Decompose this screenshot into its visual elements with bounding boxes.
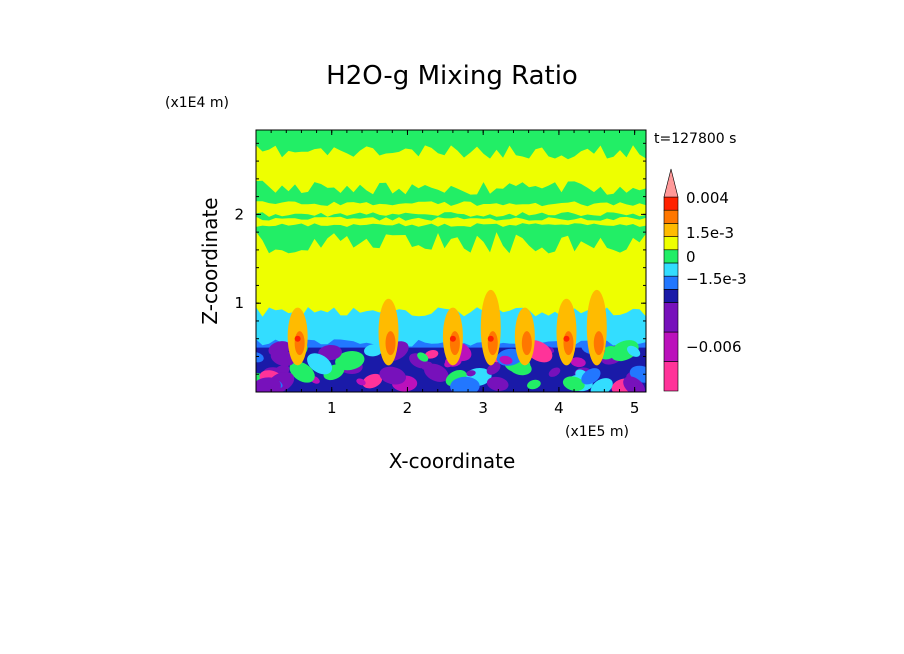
field-eddy <box>379 366 406 385</box>
field-eddy <box>486 362 501 375</box>
x-tick-label: 1 <box>327 399 337 417</box>
field-eddy <box>364 344 383 357</box>
field-eddy <box>610 340 639 362</box>
field-thin-layer <box>256 201 646 217</box>
contour-field <box>256 130 646 392</box>
colorbar-level <box>663 209 679 224</box>
colorbar-label: 1.5e-3 <box>686 224 734 242</box>
field-eddy <box>486 376 509 391</box>
x-axis-label: X-coordinate <box>389 449 516 473</box>
colorbar-level <box>663 223 679 237</box>
field-upper-moist-layer <box>256 145 646 195</box>
chart-title: H2O-g Mixing Ratio <box>326 61 578 91</box>
colorbar-level <box>663 361 679 392</box>
field-eddy <box>466 370 476 377</box>
field-plume-core <box>449 331 460 356</box>
field-eddy <box>270 349 295 367</box>
field-plume-core <box>563 331 574 356</box>
field-eddy <box>527 379 541 390</box>
x-unit-label: (x1E5 m) <box>565 424 629 440</box>
colorbar-level <box>663 289 679 303</box>
field-eddy <box>450 376 480 392</box>
field-plume-core <box>487 331 498 356</box>
x-axis: 1 2 3 4 5 <box>270 130 640 417</box>
x-tick-label: 4 <box>554 399 564 417</box>
colorbar-extension <box>663 168 679 198</box>
colorbar-label: −0.006 <box>686 338 742 356</box>
field-eddy <box>499 355 513 365</box>
field-plume-core <box>521 331 532 356</box>
colorbar-label: 0 <box>686 248 696 266</box>
y-axis-label: Z-coordinate <box>198 197 222 324</box>
time-label: t=127800 s <box>654 131 736 147</box>
field-eddy <box>362 373 383 389</box>
field-eddy <box>356 378 366 386</box>
field-eddy <box>548 367 561 377</box>
field-eddy <box>289 361 315 383</box>
colorbar-level <box>663 302 679 333</box>
field-plume-peak <box>294 335 301 342</box>
field-eddy <box>417 352 429 362</box>
colorbar: 0.004 1.5e-3 0 −1.5e-3 −0.006 <box>663 168 747 392</box>
field-eddy <box>627 345 641 357</box>
field-plume-core <box>385 331 396 356</box>
field-eddy <box>424 363 449 382</box>
field-eddy <box>623 376 646 392</box>
field-eddy <box>570 357 586 368</box>
plot-frame <box>255 129 647 393</box>
x-tick-label: 5 <box>630 399 640 417</box>
field-eddy <box>307 353 333 375</box>
field-plume-core <box>593 331 604 356</box>
colorbar-level <box>663 262 679 277</box>
field-eddy <box>335 350 365 371</box>
field-plume <box>556 298 577 366</box>
field-plume-core <box>294 331 305 356</box>
field-plume <box>378 298 399 366</box>
colorbar-level <box>663 196 679 211</box>
field-plume-peak <box>487 335 494 342</box>
y-axis: 12 <box>234 142 646 375</box>
field-plume-peak <box>449 335 456 342</box>
colorbar-label: 0.004 <box>686 189 729 207</box>
y-tick-label: 1 <box>234 294 244 312</box>
colorbar-level <box>663 331 679 362</box>
field-eddy <box>425 349 439 359</box>
field-eddy <box>562 376 585 392</box>
x-tick-label: 3 <box>478 399 488 417</box>
field-plume-peak <box>563 335 570 342</box>
y-unit-label: (x1E4 m) <box>165 95 229 111</box>
field-thin-layer <box>256 216 646 227</box>
colorbar-label: −1.5e-3 <box>686 270 747 288</box>
colorbar-level <box>663 236 679 251</box>
colorbar-level <box>663 249 679 264</box>
colorbar-level <box>663 275 679 290</box>
field-eddy <box>590 378 613 392</box>
y-tick-label: 2 <box>234 205 244 223</box>
x-tick-label: 2 <box>403 399 413 417</box>
field-eddy <box>581 368 601 385</box>
